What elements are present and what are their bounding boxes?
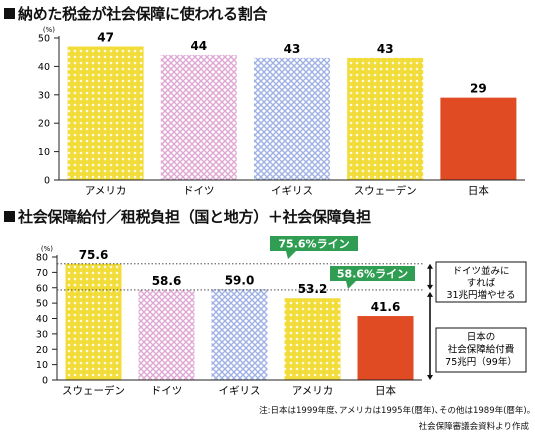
bar (440, 97, 517, 180)
reference-line-label: 58.6%ライン (337, 268, 408, 281)
bar (211, 289, 268, 380)
japan-arrow-head-top (427, 291, 433, 297)
bar-value-label: 59.0 (225, 273, 255, 287)
bar (65, 263, 122, 380)
bar-value-label: 58.6 (152, 274, 182, 288)
x-tick-label: ドイツ (151, 385, 183, 397)
bar-value-label: 53.2 (298, 282, 328, 296)
y-tick-label: 40 (36, 314, 48, 325)
source-note: 社会保障審議会資料より作成 (418, 422, 529, 432)
bar-value-label: 41.6 (371, 300, 401, 314)
annotation-text: 31兆円増やせる (446, 289, 515, 301)
japan-arrow-head-bottom (427, 375, 433, 380)
chart1-title-text: 納めた税金が社会保障に使われる割合 (18, 5, 268, 23)
y-tick-label: 30 (36, 329, 48, 340)
reference-line-callout (330, 266, 415, 289)
bar (67, 46, 144, 180)
x-tick-label: ドイツ (183, 185, 215, 197)
annotation-text: 日本の (467, 331, 496, 343)
y-tick-label: 80 (36, 253, 48, 264)
bar-value-label: 75.6 (79, 248, 109, 262)
bar (357, 316, 414, 380)
chart1-title: 納めた税金が社会保障に使われる割合 (4, 3, 267, 24)
y-tick-label: 70 (36, 268, 48, 279)
square-bullet-icon (4, 8, 15, 19)
bar-value-label: 43 (284, 42, 301, 56)
bar (347, 57, 424, 180)
y-tick-label: 10 (38, 147, 50, 158)
annotation-text: ドイツ並みに (452, 265, 509, 277)
bar (254, 57, 330, 180)
x-tick-label: イギリス (219, 385, 261, 397)
annotation-text: 社会保障給付費 (448, 344, 515, 356)
gap-arrow-head-top (427, 263, 433, 269)
chart2-title: 社会保障給付／租税負担（国と地方）＋社会保障負担 (4, 206, 371, 227)
bar (160, 55, 237, 180)
x-tick-label: 日本 (468, 184, 489, 197)
x-tick-label: 日本 (375, 384, 396, 397)
x-tick-label: スウェーデン (62, 384, 125, 397)
y-tick-label: 20 (38, 119, 50, 130)
bar-value-label: 44 (190, 39, 207, 53)
bar (284, 298, 341, 380)
bar-value-label: 43 (377, 42, 394, 56)
annotation-text: 75兆円（99年） (445, 356, 517, 368)
annotation-box (435, 261, 527, 303)
x-tick-label: アメリカ (292, 385, 333, 397)
y-tick-label: 0 (42, 376, 48, 387)
x-tick-label: アメリカ (85, 185, 126, 197)
footnote: 注:日本は1999年度､アメリカは1995年(暦年)､その他は1989年(暦年)… (259, 406, 531, 416)
annotation-text: すれば (467, 278, 496, 289)
bar (138, 289, 195, 380)
bar-value-label: 29 (470, 82, 487, 96)
y-tick-label: 20 (36, 345, 48, 356)
x-tick-label: イギリス (271, 185, 313, 197)
reference-line-callout (270, 236, 358, 259)
square-bullet-icon (4, 211, 15, 222)
y-unit-label: (%) (43, 26, 55, 34)
annotation-box (435, 327, 527, 373)
bar-value-label: 47 (97, 31, 114, 45)
y-tick-label: 0 (44, 176, 50, 187)
y-tick-label: 50 (38, 34, 50, 45)
y-tick-label: 40 (38, 62, 50, 73)
chart2-title-text: 社会保障給付／租税負担（国と地方）＋社会保障負担 (18, 208, 371, 226)
y-unit-label: (%) (41, 245, 53, 253)
y-tick-label: 50 (36, 299, 48, 310)
reference-line-label: 75.6%ライン (278, 238, 349, 251)
y-tick-label: 60 (36, 283, 48, 294)
gap-arrow-head-bottom (427, 284, 433, 290)
y-tick-label: 30 (38, 90, 50, 101)
x-tick-label: スウェーデン (354, 184, 417, 197)
y-tick-label: 10 (36, 360, 48, 371)
